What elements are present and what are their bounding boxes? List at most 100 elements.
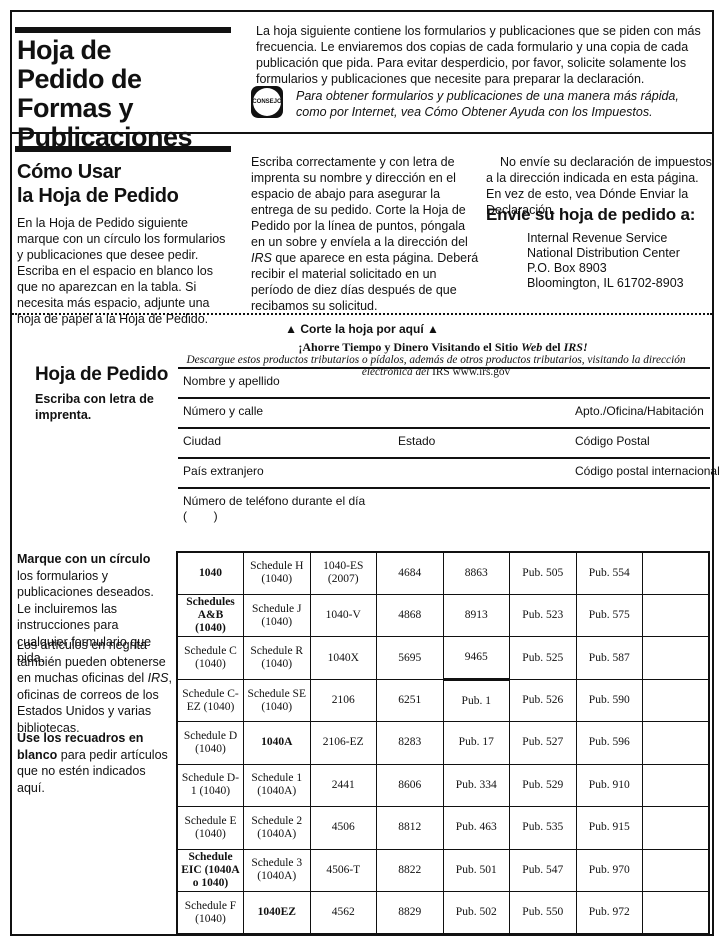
table-row: Schedule C-EZ (1040) Schedule SE (1040) 21…: [176, 678, 710, 723]
order-item-cell[interactable]: Pub. 501: [442, 848, 510, 893]
order-form-heading: Hoja de Pedido: [35, 364, 169, 385]
order-item-cell[interactable]: 5695: [376, 636, 444, 680]
order-item-cell[interactable]: 8863: [442, 551, 510, 595]
order-item-cell[interactable]: Pub. 502: [442, 891, 510, 935]
blank-order-cell[interactable]: [642, 848, 710, 893]
order-item-cell[interactable]: Pub. 910: [575, 763, 643, 808]
order-item-cell[interactable]: Schedule SE (1040): [243, 678, 311, 723]
zip-field-label: Código Postal: [575, 434, 650, 448]
foreign-country-field-line[interactable]: [178, 487, 710, 489]
sidebar-text: para pedir artículos que no estén indica…: [17, 747, 168, 795]
sidebar-note-circle: Marque con un círculo los formularios y …: [17, 551, 169, 667]
order-item-cell[interactable]: Schedule F (1040): [176, 891, 244, 935]
address-line: Bloomington, IL 61702-8903: [527, 276, 684, 290]
order-item-cell[interactable]: 4506-T: [309, 848, 377, 893]
mailing-address: Internal Revenue Service National Distri…: [527, 231, 717, 291]
mailing-instructions-text: que aparece en esta página. Deberá recib…: [251, 251, 479, 313]
irs-italic: IRS: [147, 671, 169, 685]
order-item-cell[interactable]: 1040X: [309, 636, 377, 680]
blank-order-cell[interactable]: [642, 891, 710, 935]
table-row: Schedules A&B (1040) Schedule J (1040) 104…: [176, 593, 710, 638]
order-item-cell[interactable]: 4868: [376, 593, 444, 638]
sidebar-note-blank-boxes: Use los recuadros en blanco para pedir a…: [17, 730, 172, 796]
order-item-cell[interactable]: Pub. 527: [509, 721, 577, 765]
blank-order-cell[interactable]: [642, 551, 710, 595]
table-row: Schedule E (1040) Schedule 2 (1040A) 4506 8…: [176, 806, 710, 850]
mailing-instructions: Escriba correctamente y con letra de imp…: [251, 154, 479, 314]
phone-area-code-parens[interactable]: ( ): [183, 509, 218, 523]
order-item-cell[interactable]: Pub. 590: [575, 678, 643, 723]
order-item-cell[interactable]: 9465: [442, 636, 510, 681]
order-item-cell[interactable]: Schedule 2 (1040A): [243, 806, 311, 850]
blank-order-cell[interactable]: [642, 806, 710, 850]
order-item-cell[interactable]: 1040-ES (2007): [309, 551, 377, 595]
order-item-cell[interactable]: 1040A: [243, 721, 311, 765]
order-item-cell[interactable]: Pub. 587: [575, 636, 643, 680]
order-item-cell[interactable]: Pub. 529: [509, 763, 577, 808]
order-item-cell[interactable]: Pub. 915: [575, 806, 643, 850]
order-item-cell[interactable]: Schedule 3 (1040A): [243, 848, 311, 893]
order-item-cell[interactable]: Pub. 523: [509, 593, 577, 638]
order-item-cell[interactable]: 6251: [376, 678, 444, 723]
order-item-cell[interactable]: Pub. 596: [575, 721, 643, 765]
order-item-cell[interactable]: Pub. 17: [442, 721, 510, 765]
order-item-cell[interactable]: 2106-EZ: [309, 721, 377, 765]
order-item-cell[interactable]: 1040-V: [309, 593, 377, 638]
order-item-cell[interactable]: Schedule 1 (1040A): [243, 763, 311, 808]
table-row: 1040 Schedule H (1040) 1040-ES (2007) 4684 8…: [176, 551, 710, 595]
order-item-cell[interactable]: Schedule R (1040): [243, 636, 311, 680]
order-item-cell[interactable]: Pub. 505: [509, 551, 577, 595]
city-field-line[interactable]: [178, 457, 710, 459]
order-item-cell[interactable]: Schedule C (1040): [176, 636, 244, 680]
blank-order-cell[interactable]: [642, 678, 710, 723]
order-item-cell[interactable]: Pub. 526: [509, 678, 577, 723]
order-item-cell[interactable]: 8829: [376, 891, 444, 935]
howto-heading: Cómo Usar la Hoja de Pedido: [17, 160, 237, 208]
table-row: Schedule EIC (1040A o 1040) Schedule 3 (1…: [176, 848, 710, 893]
order-item-cell[interactable]: 8913: [442, 593, 510, 638]
web-italic: Web: [521, 340, 543, 354]
blank-order-cell[interactable]: [642, 636, 710, 680]
sidebar-bold-text: Use los recuadros en blanco: [17, 731, 144, 762]
order-item-cell[interactable]: Schedule C-EZ (1040): [176, 678, 244, 723]
order-item-cell[interactable]: Pub. 970: [575, 848, 643, 893]
order-item-cell[interactable]: Pub. 575: [575, 593, 643, 638]
order-item-cell[interactable]: 8822: [376, 848, 444, 893]
order-item-cell[interactable]: Pub. 525: [509, 636, 577, 680]
order-item-cell[interactable]: 2106: [309, 678, 377, 723]
order-item-cell[interactable]: Schedule H (1040): [243, 551, 311, 595]
howto-heading-line: la Hoja de Pedido: [17, 185, 179, 207]
order-item-cell[interactable]: Schedule D (1040): [176, 721, 244, 765]
order-item-cell[interactable]: Pub. 547: [509, 848, 577, 893]
order-item-cell[interactable]: Pub. 334: [442, 763, 510, 808]
order-item-cell[interactable]: 4506: [309, 806, 377, 850]
irs-url-text: IRS www.irs.gov: [432, 366, 511, 378]
street-field-line[interactable]: [178, 427, 710, 429]
order-item-cell[interactable]: Pub. 550: [509, 891, 577, 935]
blank-order-cell[interactable]: [642, 721, 710, 765]
order-item-cell[interactable]: Pub. 972: [575, 891, 643, 935]
order-item-cell[interactable]: Pub. 535: [509, 806, 577, 850]
order-item-cell[interactable]: 4562: [309, 891, 377, 935]
order-item-cell[interactable]: 1040EZ: [243, 891, 311, 935]
order-item-cell[interactable]: 2441: [309, 763, 377, 808]
order-item-cell[interactable]: Pub. 463: [442, 806, 510, 850]
blank-order-cell[interactable]: [642, 593, 710, 638]
howto-section-bar: [15, 146, 231, 152]
order-item-cell[interactable]: Schedules A&B (1040): [176, 593, 244, 638]
order-item-cell[interactable]: Schedule D-1 (1040): [176, 763, 244, 808]
order-item-cell[interactable]: Pub. 554: [575, 551, 643, 595]
order-item-cell[interactable]: 8606: [376, 763, 444, 808]
order-item-cell[interactable]: Schedule E (1040): [176, 806, 244, 850]
order-item-cell[interactable]: Schedule EIC (1040A o 1040): [176, 848, 244, 893]
blank-order-cell[interactable]: [642, 763, 710, 808]
name-field-line[interactable]: [178, 397, 710, 399]
table-row: Schedule D-1 (1040) Schedule 1 (1040A) 244…: [176, 763, 710, 808]
order-item-cell[interactable]: 4684: [376, 551, 444, 595]
order-item-cell[interactable]: 8283: [376, 721, 444, 765]
order-item-cell[interactable]: Pub. 1: [442, 678, 510, 723]
order-item-cell[interactable]: 1040: [176, 551, 244, 595]
order-item-cell[interactable]: 8812: [376, 806, 444, 850]
order-item-cell[interactable]: Schedule J (1040): [243, 593, 311, 638]
